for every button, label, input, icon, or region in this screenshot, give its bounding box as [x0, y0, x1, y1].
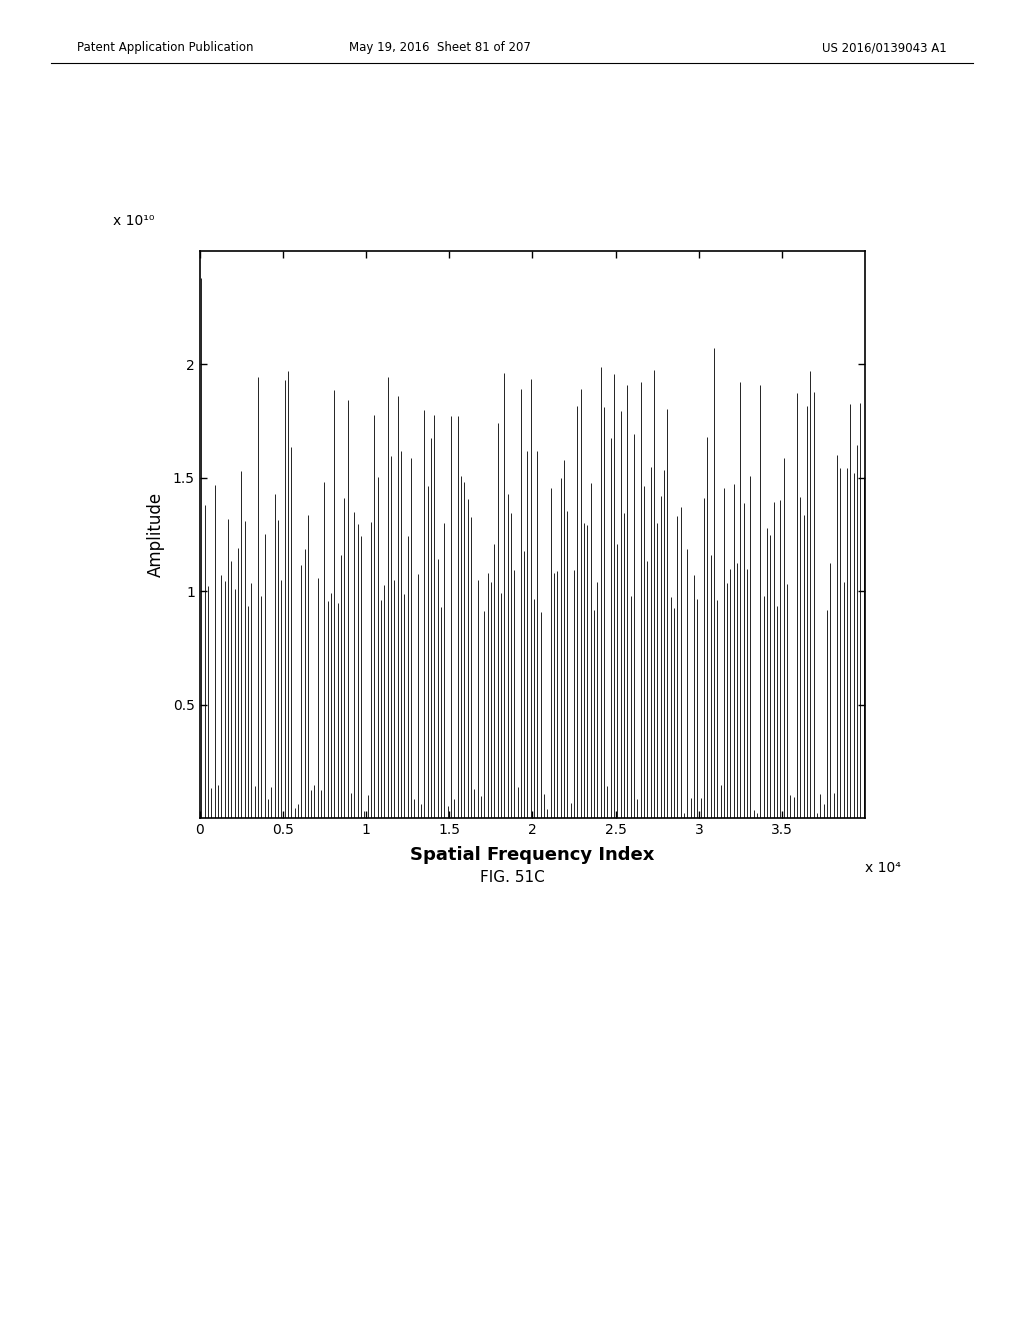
Text: Patent Application Publication: Patent Application Publication [77, 41, 253, 54]
Text: x 10⁴: x 10⁴ [865, 861, 901, 875]
Text: US 2016/0139043 A1: US 2016/0139043 A1 [822, 41, 947, 54]
Text: FIG. 51C: FIG. 51C [479, 870, 545, 886]
Text: x 10¹⁰: x 10¹⁰ [114, 214, 155, 228]
X-axis label: Spatial Frequency Index: Spatial Frequency Index [411, 846, 654, 863]
Text: May 19, 2016  Sheet 81 of 207: May 19, 2016 Sheet 81 of 207 [349, 41, 531, 54]
Y-axis label: Amplitude: Amplitude [146, 492, 165, 577]
